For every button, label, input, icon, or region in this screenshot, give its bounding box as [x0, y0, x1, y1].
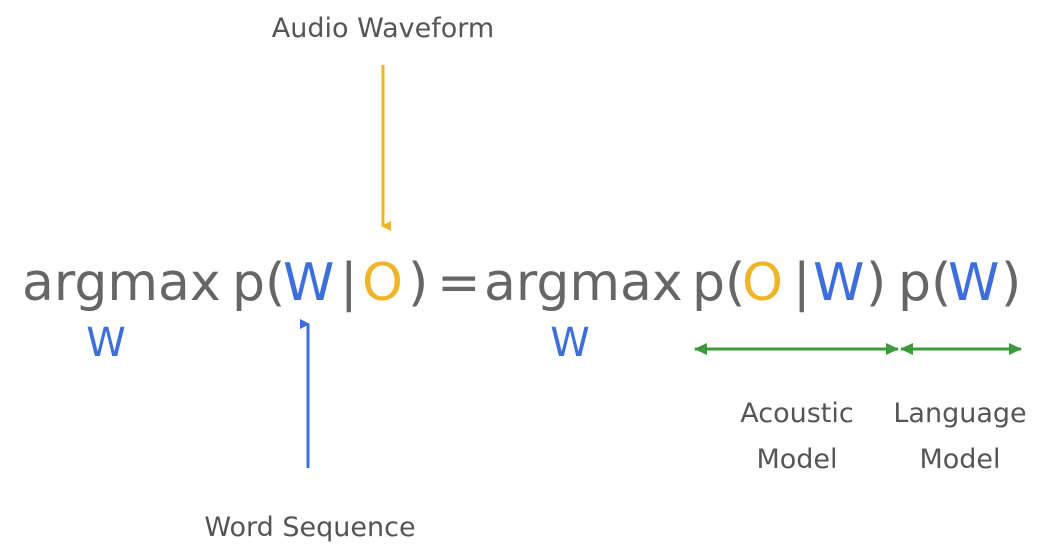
eq-token: W [948, 253, 999, 313]
acoustic-model-label: Model [756, 444, 837, 475]
eq-token: ) [866, 253, 886, 313]
eq-token: = [437, 253, 481, 313]
equation: argmax p( W | O ) = argmax p( O | W ) p(… [22, 253, 1021, 313]
rhs-subscript: W [550, 320, 590, 366]
lhs-subscript: W [86, 320, 126, 366]
eq-token: W [283, 253, 334, 313]
language-model-label: Language [893, 398, 1026, 429]
eq-token: p( [232, 253, 285, 313]
eq-token: ) [408, 253, 428, 313]
eq-token: W [813, 253, 864, 313]
language-model-label: Model [919, 444, 1000, 475]
eq-token: ) [1001, 253, 1021, 313]
eq-token: argmax [22, 253, 221, 313]
eq-token: O [742, 253, 783, 313]
audio-waveform-label: Audio Waveform [272, 13, 494, 44]
acoustic-model-label: Acoustic [740, 398, 853, 429]
eq-token: O [362, 253, 403, 313]
word-sequence-label: Word Sequence [204, 512, 415, 543]
eq-token: | [793, 253, 811, 313]
eq-token: p( [898, 253, 951, 313]
eq-token: | [340, 253, 358, 313]
eq-token: p( [692, 253, 745, 313]
eq-token: argmax [484, 253, 683, 313]
